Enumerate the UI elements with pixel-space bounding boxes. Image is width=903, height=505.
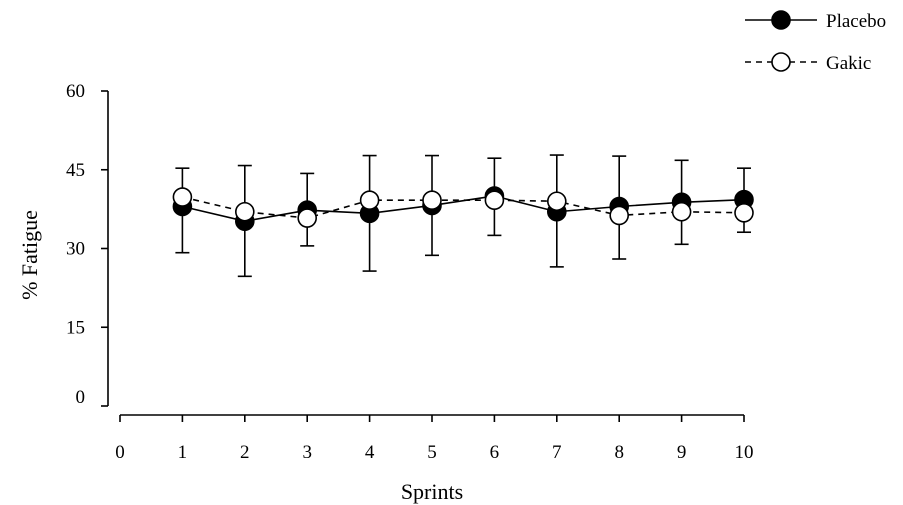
data-point-gakic <box>172 187 193 207</box>
x-tick-label: 1 <box>178 442 188 463</box>
legend-placebo-marker <box>771 10 791 30</box>
x-tick-label: 9 <box>677 442 687 463</box>
legend-gakic-marker <box>771 52 791 72</box>
y-tick-label: 60 <box>66 81 85 102</box>
x-tick-label: 8 <box>614 442 624 463</box>
data-point-gakic <box>359 190 380 210</box>
data-point-gakic <box>235 201 255 222</box>
x-tick-label: 6 <box>490 442 500 463</box>
x-tick-label: 7 <box>552 442 562 463</box>
y-tick-label: 45 <box>66 160 85 181</box>
data-point-gakic <box>422 190 442 210</box>
x-tick-label: 0 <box>115 442 125 463</box>
series-line-gakic <box>182 196 745 219</box>
data-point-gakic <box>484 190 505 210</box>
x-tick-label: 4 <box>365 442 375 463</box>
series-points-gakic <box>172 187 754 228</box>
y-tick-label: 15 <box>66 317 85 338</box>
x-tick-label: 10 <box>735 442 754 463</box>
error-bars-placebo <box>175 196 751 278</box>
data-point-gakic <box>297 208 318 228</box>
data-point-gakic <box>671 201 692 222</box>
x-axis-ticks: 0 1 2 3 4 5 6 7 8 9 10 <box>115 415 754 463</box>
legend-item-gakic: Gakic <box>745 52 871 74</box>
legend-placebo-label: Placebo <box>826 11 886 32</box>
y-axis-title: % Fatigue <box>17 210 42 300</box>
legend: Placebo Gakic <box>745 10 886 74</box>
x-tick-label: 2 <box>240 442 250 463</box>
y-axis-ticks: 0 15 30 45 60 <box>66 81 108 408</box>
data-point-gakic <box>609 205 630 226</box>
y-tick-label: 0 <box>76 387 86 408</box>
y-tick-label: 30 <box>66 239 85 260</box>
error-bars-gakic <box>175 154 751 219</box>
legend-gakic-label: Gakic <box>826 53 871 74</box>
x-tick-label: 5 <box>427 442 437 463</box>
data-point-gakic <box>734 203 754 223</box>
legend-item-placebo: Placebo <box>745 10 886 32</box>
x-tick-label: 3 <box>302 442 312 463</box>
series-points-placebo <box>172 186 754 231</box>
x-axis-title: Sprints <box>401 479 463 504</box>
series-layer <box>172 154 754 278</box>
series-line-placebo <box>182 195 745 223</box>
data-point-gakic <box>546 191 567 212</box>
